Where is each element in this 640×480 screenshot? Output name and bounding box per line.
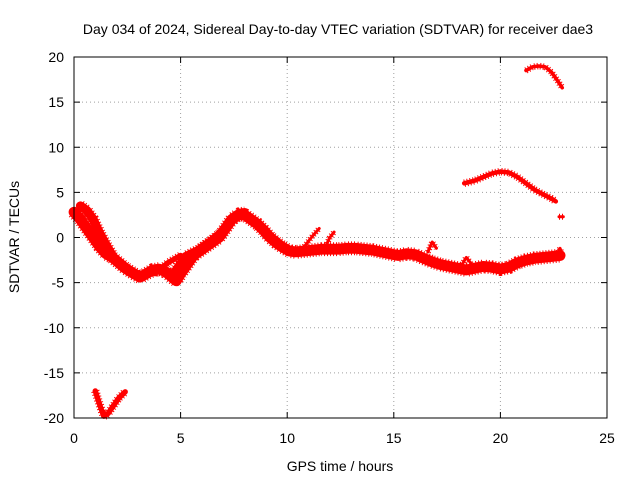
series-spike-18-4-markers <box>459 254 473 267</box>
axis-ticks: 0 5 10 15 20 25 -20 -15 -10 -5 0 5 10 15 20 <box>44 49 615 446</box>
y-tick-label: -10 <box>44 320 64 336</box>
x-tick-label: 20 <box>493 430 509 446</box>
series-upper-right-arc-markers <box>524 62 565 90</box>
x-tick-label: 15 <box>386 430 402 446</box>
y-tick-label: 20 <box>48 49 64 65</box>
series-spike-7-5-markers <box>229 206 246 226</box>
series-rising-branch-b <box>152 252 184 277</box>
plot-frame <box>73 56 608 419</box>
series-upper-right-arc <box>524 64 565 90</box>
y-axis-label: SDTVAR / TECUs <box>6 181 22 293</box>
series-spike-22-8-markers <box>553 245 566 259</box>
y-tick-label: -5 <box>52 275 65 291</box>
series-early-upper-band-markers <box>76 200 118 259</box>
x-axis-label: GPS time / hours <box>287 458 394 474</box>
x-tick-label: 25 <box>599 430 615 446</box>
grid <box>74 57 607 418</box>
series-spike-16-8-markers <box>425 239 439 254</box>
series-rising-branch-a-markers <box>168 226 227 277</box>
y-tick-label: 0 <box>56 230 64 246</box>
data-series <box>68 62 566 421</box>
series-spike-11 <box>302 227 321 248</box>
y-tick-label: 5 <box>56 184 64 200</box>
series-lower-left-arc <box>92 388 128 419</box>
x-tick-label: 5 <box>177 430 185 446</box>
x-tick-label: 10 <box>279 430 295 446</box>
y-tick-label: -15 <box>44 365 64 381</box>
y-tick-label: 15 <box>48 94 64 110</box>
series-mid-right-arc-markers <box>463 167 558 205</box>
series-spike-12-markers <box>322 230 337 248</box>
series-main-band <box>68 206 566 287</box>
x-tick-label: 0 <box>70 430 78 446</box>
y-tick-label: -20 <box>44 410 64 426</box>
y-tick-label: 10 <box>48 139 64 155</box>
chart-title: Day 034 of 2024, Sidereal Day-to-day VTE… <box>83 21 593 37</box>
